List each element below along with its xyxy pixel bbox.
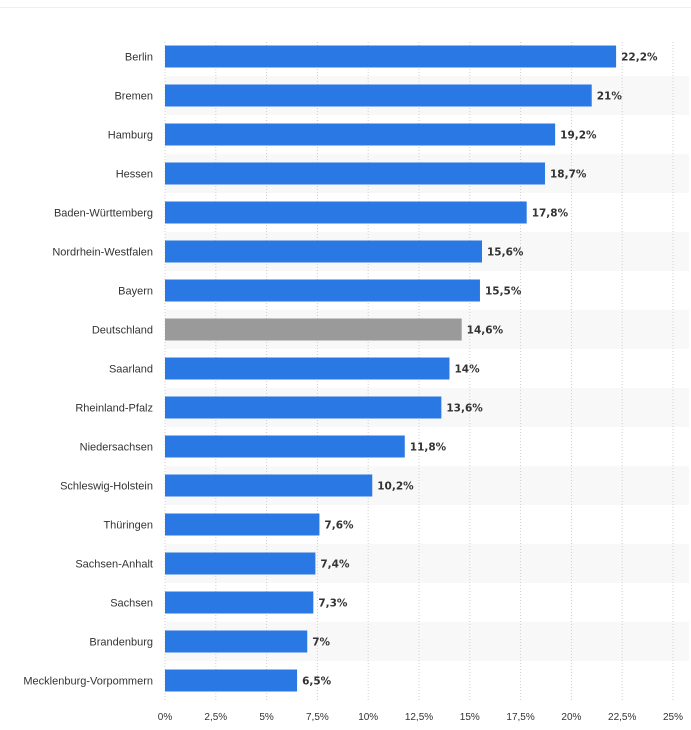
category-label: Saarland xyxy=(109,364,153,376)
value-label: 11,8% xyxy=(410,442,447,454)
top-divider xyxy=(0,7,691,8)
bar-bayern[interactable] xyxy=(165,279,480,302)
value-label: 14% xyxy=(454,364,480,376)
bar-thüringen[interactable] xyxy=(165,513,320,536)
bar-mecklenburg-vorpommern[interactable] xyxy=(165,669,298,692)
x-tick-label: 15% xyxy=(460,712,480,723)
x-tick-label: 7,5% xyxy=(306,712,329,723)
x-tick-label: 22,5% xyxy=(608,712,636,723)
category-label: Rheinland-Pfalz xyxy=(75,403,153,415)
value-label: 10,2% xyxy=(377,481,414,493)
value-label: 7,6% xyxy=(324,520,354,532)
category-label: Berlin xyxy=(125,52,153,64)
value-label: 14,6% xyxy=(467,325,504,337)
bar-deutschland[interactable] xyxy=(165,318,462,341)
value-label: 13,6% xyxy=(446,403,483,415)
category-label: Schleswig-Holstein xyxy=(60,481,153,493)
category-label: Bremen xyxy=(114,91,153,103)
value-label: 15,5% xyxy=(485,286,522,298)
value-labels: 22,2% 21% 19,2% 18,7% 17,8% 15,6% 15,5% 14,6% 14… xyxy=(302,52,658,688)
bar-baden-württemberg[interactable] xyxy=(165,201,527,224)
value-label: 21% xyxy=(597,91,623,103)
category-labels: Berlin Bremen Hamburg Hessen Baden-Württembe… xyxy=(23,52,153,688)
value-label: 7,3% xyxy=(318,598,348,610)
category-label: Baden-Württemberg xyxy=(54,208,153,220)
x-tick-label: 17,5% xyxy=(506,712,534,723)
bar-niedersachsen[interactable] xyxy=(165,435,405,458)
x-tick-label: 25% xyxy=(663,712,683,723)
bar-hessen[interactable] xyxy=(165,162,545,185)
category-label: Deutschland xyxy=(92,325,153,337)
value-label: 22,2% xyxy=(621,52,658,64)
category-label: Brandenburg xyxy=(89,637,153,649)
x-axis-tick-labels: 0% 2,5% 5% 7,5% 10% 12,5% 15% 17,5% 20% 22,5% 25% xyxy=(158,712,683,723)
value-label: 7,4% xyxy=(320,559,350,571)
x-tick-label: 12,5% xyxy=(405,712,433,723)
value-label: 17,8% xyxy=(532,208,569,220)
bar-schleswig-holstein[interactable] xyxy=(165,474,373,497)
x-tick-label: 2,5% xyxy=(204,712,227,723)
category-label: Mecklenburg-Vorpommern xyxy=(23,676,153,688)
category-label: Hamburg xyxy=(108,130,153,142)
category-label: Nordrhein-Westfalen xyxy=(52,247,153,259)
value-label: 15,6% xyxy=(487,247,524,259)
value-label: 7% xyxy=(312,637,330,649)
value-label: 18,7% xyxy=(550,169,587,181)
x-tick-label: 20% xyxy=(561,712,581,723)
bar-bremen[interactable] xyxy=(165,84,592,107)
bar-brandenburg[interactable] xyxy=(165,630,308,653)
bar-berlin[interactable] xyxy=(165,45,617,68)
bar-sachsen[interactable] xyxy=(165,591,314,614)
bar-saarland[interactable] xyxy=(165,357,450,380)
bar-nordrhein-westfalen[interactable] xyxy=(165,240,482,263)
category-label: Sachsen xyxy=(110,598,153,610)
category-label: Sachsen-Anhalt xyxy=(75,559,153,571)
category-label: Thüringen xyxy=(103,520,153,532)
category-label: Hessen xyxy=(116,169,153,181)
x-tick-label: 0% xyxy=(158,712,173,723)
category-label: Bayern xyxy=(118,286,153,298)
bars xyxy=(165,45,617,692)
value-label: 6,5% xyxy=(302,676,332,688)
bar-sachsen-anhalt[interactable] xyxy=(165,552,316,575)
bar-rheinland-pfalz[interactable] xyxy=(165,396,442,419)
bar-hamburg[interactable] xyxy=(165,123,556,146)
category-label: Niedersachsen xyxy=(80,442,153,454)
value-label: 19,2% xyxy=(560,130,597,142)
x-tick-label: 10% xyxy=(358,712,378,723)
x-tick-label: 5% xyxy=(259,712,274,723)
